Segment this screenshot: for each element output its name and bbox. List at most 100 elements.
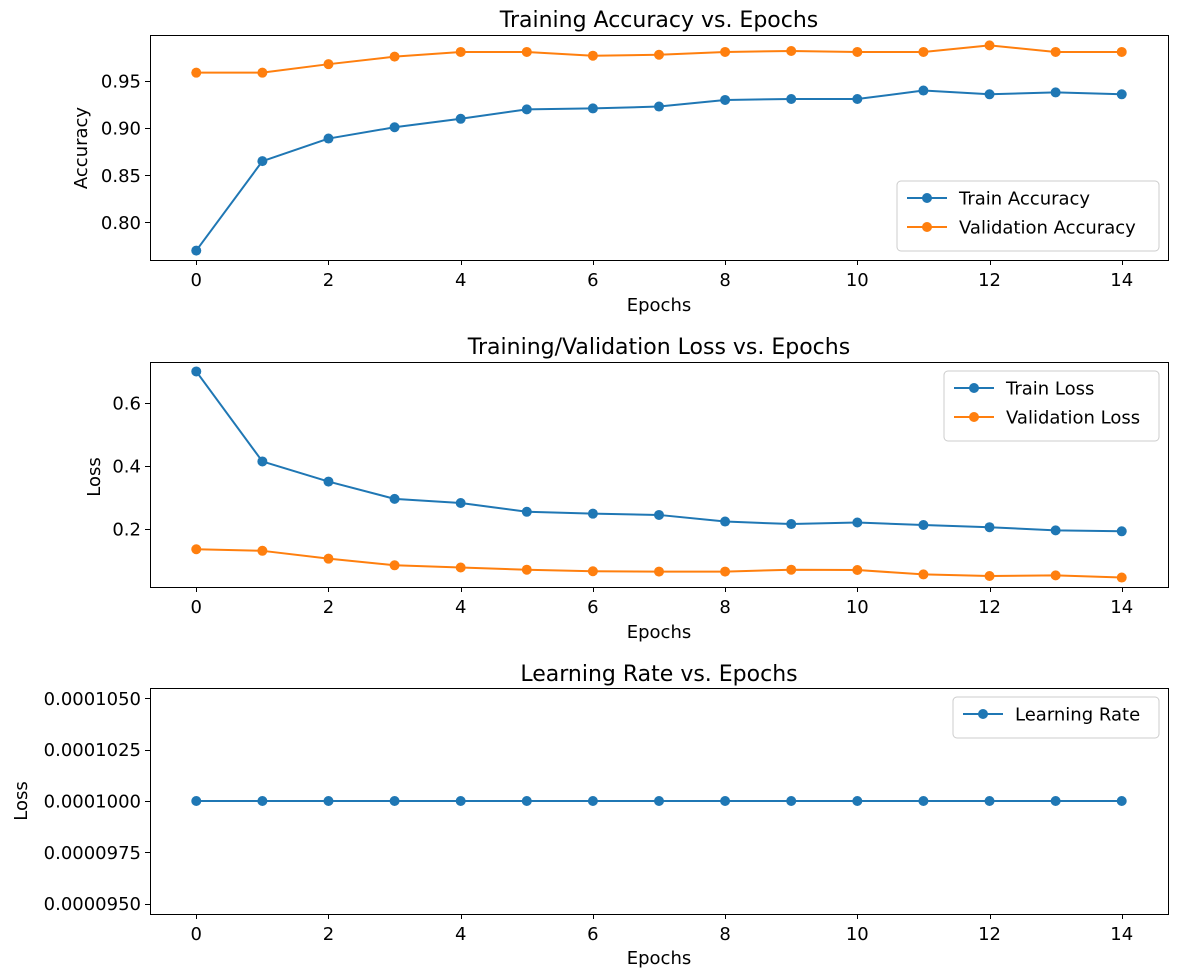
learning-rate-chart-series-0-point (720, 796, 731, 806)
learning-rate-chart-series-0-point (389, 796, 400, 806)
accuracy-chart-series-0 (191, 85, 1127, 256)
learning-rate-chart: Learning Rate vs. Epochs Epochs Loss 0 2 4… (11, 662, 1169, 969)
accuracy-chart-series-0-point (323, 133, 334, 144)
learning-rate-chart-xtick-label: 6 (587, 924, 598, 945)
accuracy-chart-series-1-point (191, 67, 202, 78)
accuracy-chart-xtick-label: 10 (846, 270, 869, 291)
learning-rate-chart-xtick-label: 2 (323, 924, 334, 945)
loss-chart-axes-frame (150, 362, 1169, 588)
loss-chart-legend-label: Train Loss (1005, 379, 1094, 400)
loss-chart-xtick-label: 8 (719, 597, 730, 618)
learning-rate-chart-series-0-point (1116, 796, 1127, 806)
accuracy-chart-series-0-point (984, 89, 995, 100)
loss-chart-series-0-point (918, 520, 929, 531)
loss-chart-series-1-point (257, 545, 268, 556)
loss-chart-series-1-point (323, 553, 334, 564)
loss-chart-xtick-label: 0 (191, 597, 202, 618)
accuracy-chart-series-0-point (918, 85, 929, 96)
accuracy-chart-axes-frame (150, 35, 1169, 261)
accuracy-chart-series-1-point (323, 59, 334, 70)
loss-chart-plot-area: 0 2 4 6 8 10 12 14 0.2 0.4 0.6 Train Loss Validation… (112, 362, 1169, 618)
loss-chart-legend-item: Validation Loss (954, 408, 1140, 429)
learning-rate-chart-xlabel: Epochs (627, 948, 692, 969)
accuracy-chart-series-0-point (587, 103, 598, 114)
loss-chart-series-1-point (521, 564, 532, 575)
accuracy-chart-series-0-point (786, 94, 797, 105)
accuracy-chart-xtick-label: 8 (719, 270, 730, 291)
loss-chart-legend: Train Loss Validation Loss (943, 370, 1160, 442)
accuracy-chart-plot-area: 0 2 4 6 8 10 12 14 0.80 0.85 0.90 0.95 Train Accurac… (101, 35, 1169, 291)
accuracy-chart-series-1-point (984, 40, 995, 51)
loss-chart-series-0-point (389, 493, 400, 504)
loss-chart-series-0-point (257, 456, 268, 467)
accuracy-chart-series-1-point (654, 49, 664, 60)
accuracy-chart-legend-item: Validation Accuracy (907, 218, 1136, 239)
loss-chart-series-0-point (455, 497, 466, 508)
loss-chart-ytick-label: 0.2 (112, 519, 141, 540)
loss-chart-legend-item: Train Loss (954, 379, 1094, 400)
loss-chart-series-1-point (654, 566, 664, 577)
accuracy-chart-xtick-label: 0 (191, 270, 202, 291)
learning-rate-chart-legend: Learning Rate (952, 696, 1160, 739)
accuracy-chart: Training Accuracy vs. Epochs Epochs Accu… (71, 8, 1169, 316)
accuracy-chart-series-1-point (720, 46, 731, 57)
loss-chart: Training/Validation Loss vs. Epochs Epoc… (84, 335, 1169, 643)
learning-rate-chart-ytick-label: 0.0001000 (44, 792, 141, 813)
accuracy-chart-series-0-point (455, 113, 466, 124)
loss-chart-series-0-point (720, 516, 731, 527)
loss-chart-ytick-label: 0.4 (112, 456, 141, 477)
loss-chart-legend-marker (969, 412, 979, 422)
accuracy-chart-series-0-point (389, 122, 400, 133)
accuracy-chart-ytick-label: 0.90 (101, 119, 141, 140)
accuracy-chart-ylabel: Accuracy (71, 107, 92, 190)
accuracy-chart-series-0-point (1050, 87, 1061, 98)
loss-chart-series-0-point (1116, 526, 1127, 537)
learning-rate-chart-xtick-label: 0 (191, 924, 202, 945)
loss-chart-series-1-point (786, 564, 797, 575)
loss-chart-xtick-label: 12 (978, 597, 1001, 618)
accuracy-chart-ytick-label: 0.80 (101, 213, 141, 234)
loss-chart-series-0-point (587, 508, 598, 519)
learning-rate-chart-series-0-point (323, 796, 334, 806)
accuracy-chart-series-1-point (257, 67, 268, 78)
accuracy-chart-series-0-point (521, 104, 532, 115)
loss-chart-series-0-point (654, 509, 664, 520)
learning-rate-chart-xtick-label: 14 (1110, 924, 1133, 945)
loss-chart-xtick-label: 6 (587, 597, 598, 618)
accuracy-chart-ytick-label: 0.95 (101, 72, 141, 93)
loss-chart-series-1-point (852, 565, 863, 576)
accuracy-chart-legend-label: Train Accuracy (958, 189, 1090, 210)
accuracy-chart-xtick-label: 14 (1110, 270, 1133, 291)
loss-chart-ylabel: Loss (84, 457, 105, 496)
learning-rate-chart-series-0-point (852, 796, 863, 806)
learning-rate-chart-ytick-label: 0.0001050 (44, 689, 141, 710)
loss-chart-series-0-point (1050, 525, 1061, 536)
learning-rate-chart-xtick-label: 8 (719, 924, 730, 945)
loss-chart-series-0 (191, 366, 1127, 537)
accuracy-chart-series-0-point (191, 245, 202, 256)
accuracy-chart-series-1-point (852, 46, 863, 57)
accuracy-chart-series-1-point (1116, 46, 1127, 57)
loss-chart-series-1-point (587, 566, 598, 577)
learning-rate-chart-series-0-point (257, 796, 268, 806)
loss-chart-series-1-point (720, 566, 731, 577)
learning-rate-chart-legend-item: Learning Rate (963, 705, 1140, 726)
loss-chart-xtick-label: 14 (1110, 597, 1133, 618)
accuracy-chart-series-1-point (521, 46, 532, 57)
learning-rate-chart-series-0-point (191, 796, 202, 806)
accuracy-chart-series-1-point (786, 46, 797, 56)
loss-chart-legend-marker (969, 383, 979, 393)
learning-rate-chart-series-0-point (654, 796, 664, 806)
loss-chart-series-1-point (984, 570, 995, 581)
loss-chart-ytick-label: 0.6 (112, 393, 141, 414)
learning-rate-chart-series-0-point (918, 796, 929, 806)
learning-rate-chart-legend-marker (978, 709, 988, 719)
accuracy-chart-series-1-point (455, 46, 466, 57)
accuracy-chart-xlabel: Epochs (627, 295, 692, 316)
learning-rate-chart-xtick-label: 12 (978, 924, 1001, 945)
learning-rate-chart-series-0-point (521, 796, 532, 806)
accuracy-chart-xtick-label: 4 (455, 270, 466, 291)
loss-chart-xtick-label: 2 (323, 597, 334, 618)
